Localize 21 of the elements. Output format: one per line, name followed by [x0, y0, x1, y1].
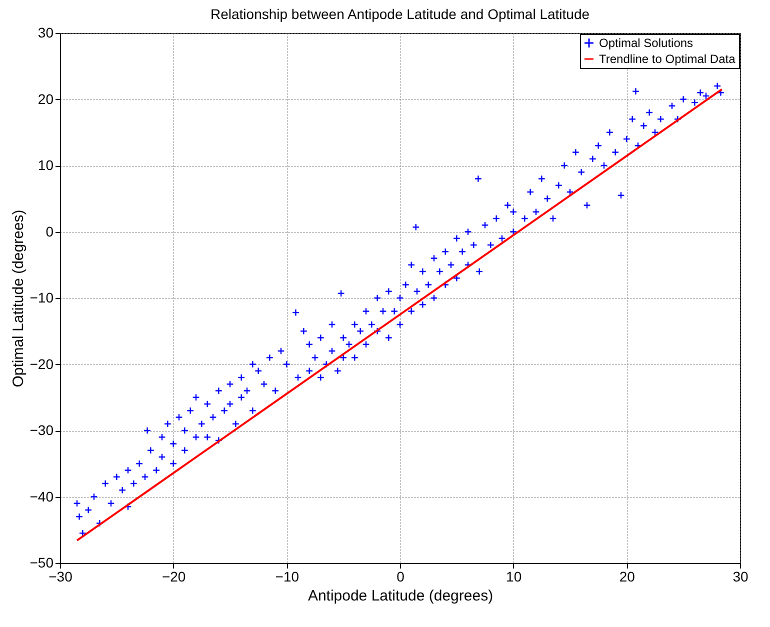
- y-tick-label: −10: [30, 290, 54, 306]
- x-tick-label: 20: [619, 568, 636, 584]
- y-tick-label: 30: [38, 24, 54, 40]
- y-tick-label: −30: [30, 422, 54, 438]
- y-axis-title: Optimal Latitude (degrees): [10, 210, 27, 388]
- x-axis-title: Antipode Latitude (degrees): [308, 588, 494, 604]
- y-tick-label: −50: [30, 554, 54, 570]
- chart-title: Relationship between Antipode Latitude and Optimal Latitude: [210, 6, 590, 22]
- y-tick-label: 10: [38, 157, 54, 173]
- x-tick-label: −30: [48, 568, 73, 584]
- x-tick-label: −20: [162, 568, 186, 584]
- y-tick-label: −40: [30, 488, 54, 504]
- y-tick-label: 0: [46, 223, 54, 240]
- legend-label: Trendline to Optimal Data: [599, 52, 736, 66]
- x-tick-label: 30: [732, 568, 748, 584]
- x-tick-label: 10: [506, 568, 522, 584]
- x-tick-label: −10: [275, 568, 300, 584]
- y-tick-label: −20: [30, 356, 54, 372]
- legend-label: Optimal Solutions: [599, 36, 694, 50]
- y-tick-label: 20: [38, 90, 54, 107]
- x-tick-label: 0: [396, 568, 405, 584]
